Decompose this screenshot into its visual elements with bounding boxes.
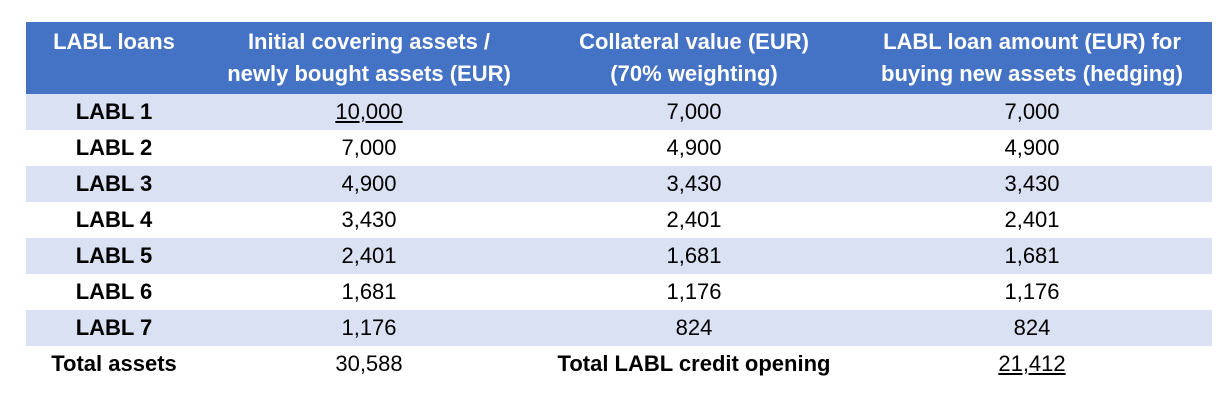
loan-amount-cell: 824 bbox=[1013, 315, 1051, 340]
initial-assets-cell: 1,176 bbox=[341, 315, 397, 340]
header-loan-amount: LABL loan amount (EUR) for buying new as… bbox=[852, 22, 1212, 94]
header-initial-assets-line-2: newly bought assets (EUR) bbox=[227, 61, 511, 86]
header-labl-loans-line-1: LABL loans bbox=[53, 29, 175, 54]
initial-assets-cell: 1,681 bbox=[341, 279, 397, 304]
total-assets-label: Total assets bbox=[51, 351, 177, 376]
table-row: LABL 7 1,176 824 824 bbox=[26, 310, 1212, 346]
total-credit-cell: 21,412 bbox=[852, 346, 1212, 382]
header-loan-amount-line-2: buying new assets (hedging) bbox=[881, 61, 1183, 86]
initial-assets-cell: 2,401 bbox=[341, 243, 397, 268]
labl-loans-table: LABL loans Initial covering assets / new… bbox=[26, 22, 1212, 382]
initial-assets-cell: 7,000 bbox=[341, 135, 397, 160]
header-row: LABL loans Initial covering assets / new… bbox=[26, 22, 1212, 94]
collateral-value-cell: 1,176 bbox=[666, 279, 722, 304]
total-assets-value: 30,588 bbox=[335, 351, 403, 376]
collateral-value-cell: 4,900 bbox=[666, 135, 722, 160]
table-row: LABL 4 3,430 2,401 2,401 bbox=[26, 202, 1212, 238]
collateral-value-cell: 7,000 bbox=[666, 99, 722, 124]
collateral-value-cell: 2,401 bbox=[666, 207, 722, 232]
header-initial-assets-line-1: Initial covering assets / bbox=[247, 29, 491, 54]
row-label: LABL 7 bbox=[75, 315, 153, 340]
row-label: LABL 5 bbox=[75, 243, 153, 268]
initial-assets-cell: 3,430 bbox=[341, 207, 397, 232]
row-label: LABL 1 bbox=[75, 99, 153, 124]
table-row: LABL 2 7,000 4,900 4,900 bbox=[26, 130, 1212, 166]
row-label: LABL 3 bbox=[75, 171, 153, 196]
loan-amount-cell: 1,176 bbox=[1004, 279, 1060, 304]
row-label: LABL 4 bbox=[75, 207, 153, 232]
initial-assets-value: 10,000 bbox=[335, 99, 403, 124]
table-row: LABL 5 2,401 1,681 1,681 bbox=[26, 238, 1212, 274]
row-label: LABL 2 bbox=[75, 135, 153, 160]
initial-assets-cell: 4,900 bbox=[341, 171, 397, 196]
labl-loans-table-container: LABL loans Initial covering assets / new… bbox=[26, 22, 1212, 382]
table-row: LABL 6 1,681 1,176 1,176 bbox=[26, 274, 1212, 310]
header-collateral-value-line-2: (70% weighting) bbox=[610, 61, 778, 86]
collateral-value-cell: 1,681 bbox=[666, 243, 722, 268]
loan-amount-cell: 2,401 bbox=[1004, 207, 1060, 232]
total-row: Total assets 30,588 Total LABL credit op… bbox=[26, 346, 1212, 382]
loan-amount-cell: 7,000 bbox=[1004, 99, 1060, 124]
table-row: LABL 1 10,000 7,000 7,000 bbox=[26, 94, 1212, 130]
header-initial-assets: Initial covering assets / newly bought a… bbox=[202, 22, 536, 94]
header-collateral-value: Collateral value (EUR) (70% weighting) bbox=[536, 22, 852, 94]
row-label: LABL 6 bbox=[75, 279, 153, 304]
header-collateral-value-line-1: Collateral value (EUR) bbox=[579, 29, 809, 54]
loan-amount-cell: 4,900 bbox=[1004, 135, 1060, 160]
initial-assets-cell: 10,000 bbox=[202, 94, 536, 130]
total-credit-label: Total LABL credit opening bbox=[557, 351, 831, 376]
total-credit-value: 21,412 bbox=[998, 351, 1066, 376]
collateral-value-cell: 3,430 bbox=[666, 171, 722, 196]
collateral-value-cell: 824 bbox=[675, 315, 713, 340]
loan-amount-cell: 3,430 bbox=[1004, 171, 1060, 196]
table-row: LABL 3 4,900 3,430 3,430 bbox=[26, 166, 1212, 202]
header-loan-amount-line-1: LABL loan amount (EUR) for bbox=[883, 29, 1181, 54]
loan-amount-cell: 1,681 bbox=[1004, 243, 1060, 268]
header-labl-loans: LABL loans bbox=[26, 22, 202, 94]
